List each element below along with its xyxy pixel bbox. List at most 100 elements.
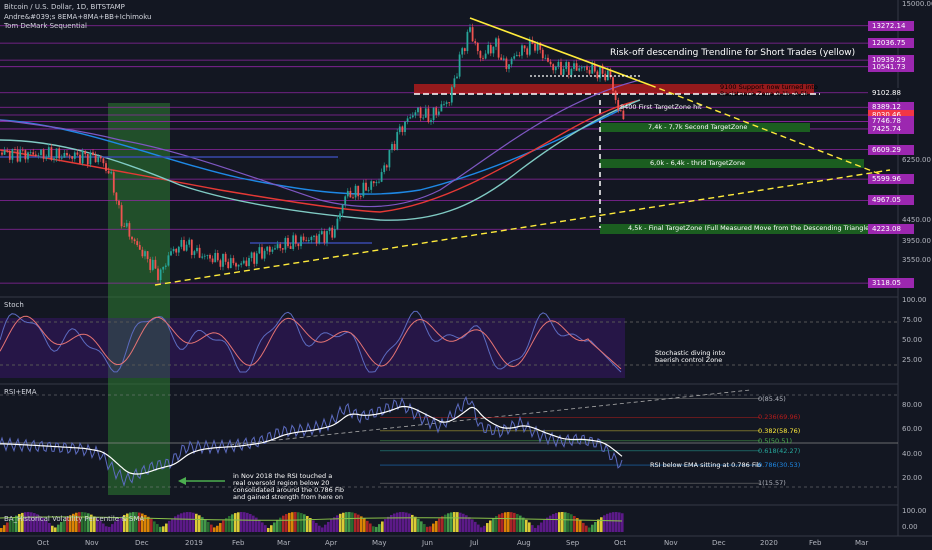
candle-body (495, 38, 497, 47)
hv-bar (534, 527, 537, 532)
candle-body (609, 70, 612, 78)
rsi-tick-label: 60.00 (902, 425, 923, 434)
candle-body (417, 107, 419, 113)
candle-body (448, 102, 451, 104)
hv-bar (81, 512, 84, 532)
hv-bar (261, 522, 264, 532)
fib-label: 0.5(50.51) (758, 436, 793, 445)
candle-body (240, 263, 243, 265)
candle-body (86, 154, 89, 165)
hv-bar (564, 512, 567, 532)
time-tick-label: Oct (614, 539, 627, 547)
candle-body (562, 68, 565, 75)
descending-trendline-projection (649, 84, 891, 179)
price-tick-label: 6250.00 (902, 155, 931, 164)
candle-body (406, 118, 409, 122)
hv-bar (39, 516, 42, 532)
hv-bar (360, 516, 363, 532)
hv-bar (465, 515, 468, 532)
hv-bar (60, 521, 63, 532)
hv-bar (63, 519, 66, 532)
time-tick-label: Dec (135, 539, 149, 547)
hv-bar (72, 513, 75, 532)
candle-body (222, 253, 224, 267)
hv-bar (246, 512, 249, 532)
study-label: Andre&#039;s 8EMA+8MA+BB+Ichimoku (4, 13, 152, 21)
hv-bar (531, 525, 534, 532)
hv-bar (432, 523, 435, 532)
hv-bar (225, 518, 228, 532)
candle-body (482, 57, 484, 59)
candle-body (463, 48, 466, 52)
hv-bar (312, 520, 315, 532)
hv-bar (516, 514, 519, 532)
hv-bar (24, 512, 27, 532)
hv-bar (3, 525, 6, 532)
candle-body (544, 57, 547, 59)
hv-bar (21, 512, 24, 532)
candle-body (255, 253, 258, 264)
fib-label: 0.236(69.96) (758, 413, 801, 422)
candle-body (120, 205, 123, 227)
hv-bar (603, 515, 606, 532)
candle-body (188, 239, 191, 245)
hv-bar (93, 516, 96, 532)
candle-body (209, 254, 211, 259)
hv-bar (237, 512, 240, 532)
candle-body (128, 223, 131, 237)
candle-body (515, 54, 518, 57)
candle-body (484, 53, 487, 59)
hv-bar (255, 517, 258, 532)
hv-bar (519, 515, 522, 532)
candle-body (58, 148, 61, 159)
hv-bar (354, 513, 357, 532)
hv-bar (471, 519, 474, 532)
hv-bar (153, 521, 156, 532)
price-tick-label: 15000.00 (902, 0, 932, 8)
candle-body (318, 234, 321, 244)
candle-body (557, 61, 560, 67)
hv-bar (315, 522, 318, 532)
candle-body (157, 268, 159, 281)
candle-body (289, 246, 292, 249)
price-level-box: 9102.88 (868, 87, 914, 98)
candle-body (344, 196, 347, 205)
candle-body (159, 269, 162, 281)
hv-bar (585, 525, 588, 532)
candle-body (492, 46, 495, 54)
candle-body (105, 163, 107, 171)
fib-label: 0.382(58.76) (758, 426, 801, 435)
target2-annotation: 7,4k - 7,7k Second TargetZone (648, 123, 748, 131)
candle-body (287, 237, 289, 247)
candle-body (305, 240, 308, 242)
hv-bar (189, 512, 192, 532)
candle-body (565, 62, 568, 69)
time-tick-label: Feb (809, 539, 822, 547)
hv-tick-label: 100.00 (902, 507, 927, 515)
hv-bar (186, 512, 189, 532)
candle-body (216, 252, 219, 261)
hv-bar (117, 518, 120, 532)
candle-body (131, 236, 133, 240)
candle-body (81, 151, 84, 164)
candle-body (378, 181, 380, 183)
candle-body (115, 192, 118, 201)
ma-blue (0, 109, 621, 195)
candle-body (302, 236, 305, 241)
time-tick-label: 2019 (185, 539, 203, 547)
candle-body (586, 66, 588, 70)
hv-bar (135, 512, 138, 532)
hv-sma-line (0, 516, 623, 522)
time-tick-label: Nov (85, 539, 99, 547)
time-tick-label: May (372, 539, 387, 547)
candle-body (55, 148, 58, 159)
price-level-box: 4967.05 (868, 195, 914, 206)
candle-body (536, 42, 539, 51)
candle-body (440, 104, 443, 112)
price-tick-label: 3550.00 (902, 256, 931, 265)
hv-bar (87, 513, 90, 532)
hv-bar (270, 525, 273, 532)
rsi-ema-line (0, 405, 623, 475)
candle-body (323, 231, 326, 243)
